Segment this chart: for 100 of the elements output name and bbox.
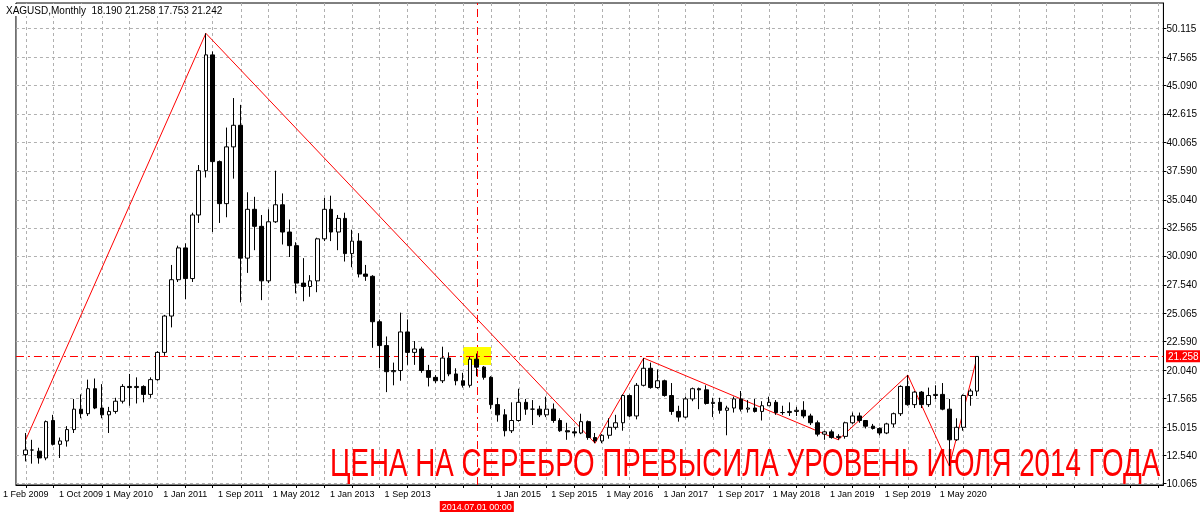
candlestick xyxy=(655,368,660,390)
candlestick xyxy=(877,426,882,436)
candlestick xyxy=(898,384,903,417)
candlestick xyxy=(419,346,424,374)
candlestick xyxy=(544,396,549,418)
candlestick xyxy=(509,401,514,434)
candlestick xyxy=(259,214,264,301)
candlestick xyxy=(718,397,722,415)
candlestick xyxy=(912,390,917,409)
candlestick xyxy=(343,212,347,263)
candlestick xyxy=(891,412,896,428)
candlestick xyxy=(322,197,327,242)
candlestick xyxy=(648,362,653,390)
candlestick xyxy=(329,195,333,242)
candlestick xyxy=(86,379,90,417)
candlestick xyxy=(850,412,855,425)
candlestick xyxy=(426,364,431,387)
candlestick xyxy=(537,405,542,418)
y-tick-label: 27.540 xyxy=(1166,279,1198,291)
candlestick xyxy=(926,387,931,408)
candlestick xyxy=(676,405,681,423)
candlestick xyxy=(155,350,160,382)
candlestick xyxy=(586,420,591,441)
candlestick xyxy=(350,229,354,268)
candlestick xyxy=(224,127,229,218)
candlestick xyxy=(176,245,181,283)
candlestick xyxy=(641,357,646,387)
candlestick xyxy=(905,374,910,407)
candlestick xyxy=(767,396,771,407)
candlestick xyxy=(697,387,701,410)
y-tick-label: 10.065 xyxy=(1166,477,1198,489)
x-tick-label: 1 Feb 2009 xyxy=(2,488,49,499)
candlestick xyxy=(565,422,570,441)
candlestick xyxy=(440,346,445,384)
candlestick xyxy=(461,372,465,389)
candlestick xyxy=(301,257,306,302)
y-tick-label: 47.565 xyxy=(1166,52,1198,64)
x-tick-label: 1 May 2020 xyxy=(939,488,987,499)
candlestick xyxy=(37,447,42,465)
candlestick xyxy=(774,399,778,416)
candlestick xyxy=(287,219,292,258)
candlestick xyxy=(808,413,813,426)
y-tick-label: 45.090 xyxy=(1166,80,1198,92)
candlestick xyxy=(100,383,104,419)
candlestick xyxy=(315,237,320,293)
candlestick xyxy=(732,396,736,414)
candlestick xyxy=(482,365,486,381)
candlestick xyxy=(954,417,959,442)
y-tick-label: 17.565 xyxy=(1166,392,1198,404)
candlestick xyxy=(336,214,341,251)
candlestick xyxy=(377,318,382,369)
candlestick xyxy=(746,399,750,414)
candlestick xyxy=(516,388,521,423)
candlestick xyxy=(308,274,312,298)
candlestick xyxy=(919,390,924,409)
candlestick xyxy=(447,351,451,377)
y-tick-label: 32.565 xyxy=(1166,222,1198,234)
chart-title: XAGUSD,Monthly 18.190 21.258 17.753 21.242 xyxy=(6,4,223,16)
candlestick xyxy=(503,408,507,437)
x-tick-label: 1 Sep 2015 xyxy=(551,488,598,499)
x-tick-label: 1 Jan 2015 xyxy=(496,488,542,499)
y-tick-label: 30.090 xyxy=(1166,250,1198,262)
candlestick xyxy=(975,355,979,397)
candlestick xyxy=(725,405,729,436)
annotation: ЦЕНА НА СЕРЕБРО ПРЕВЫСИЛА УРОВЕНЬ ИЮЛЯ 2014 ГОДА xyxy=(330,441,1161,485)
candlestick xyxy=(51,414,55,446)
candlestick xyxy=(690,387,695,402)
candlestick xyxy=(280,192,285,246)
candlestick xyxy=(760,400,764,422)
y-tick-label: 37.590 xyxy=(1166,165,1198,177)
ref-line-label: 21.258 xyxy=(1168,350,1200,362)
candlestick xyxy=(79,393,83,419)
candlestick xyxy=(662,379,667,398)
candlestick xyxy=(704,384,709,406)
candlestick xyxy=(884,422,889,435)
candlestick xyxy=(23,432,28,462)
candlestick xyxy=(871,423,875,431)
y-tick-label: 42.615 xyxy=(1166,108,1198,120)
candlestick xyxy=(940,382,945,411)
candlestick xyxy=(217,159,222,224)
x-tick-label: 1 Jan 2011 xyxy=(163,488,208,499)
y-tick-label: 50.115 xyxy=(1166,23,1197,35)
candlestick xyxy=(93,377,97,410)
candlestick xyxy=(669,382,674,416)
x-tick-label: 1 Jan 2013 xyxy=(329,488,375,499)
candlestick xyxy=(134,376,139,404)
candlestick xyxy=(405,318,410,366)
candlestick xyxy=(231,97,236,180)
candlestick xyxy=(58,437,62,459)
candlestick xyxy=(621,393,625,432)
x-tick-label: 1 Sep 2019 xyxy=(884,488,931,499)
candlestick xyxy=(961,393,966,432)
candlestick xyxy=(412,340,417,366)
candlestick xyxy=(593,432,597,444)
candlestick xyxy=(489,375,493,410)
candlestick xyxy=(829,429,834,440)
y-tick-label: 25.065 xyxy=(1166,307,1198,319)
candlestick xyxy=(384,335,389,393)
y-tick-label: 35.040 xyxy=(1166,194,1198,206)
candlestick xyxy=(183,242,188,300)
